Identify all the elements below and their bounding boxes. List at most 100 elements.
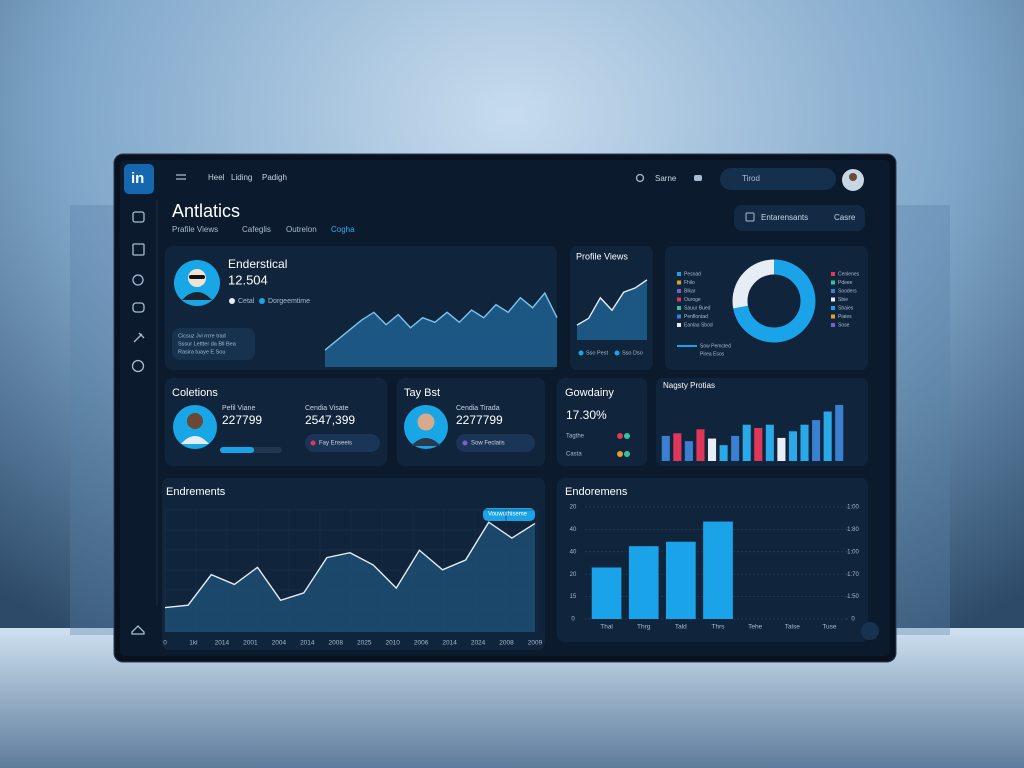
legend-swatch — [677, 297, 681, 302]
y-tick-label: 20 — [570, 572, 577, 578]
x-tick-label: Talse — [785, 624, 801, 631]
legend-swatch — [831, 297, 835, 302]
legend-dot — [578, 350, 584, 356]
avatar-body — [182, 292, 212, 300]
card — [557, 378, 647, 466]
icon[interactable] — [132, 211, 145, 223]
search-box[interactable] — [720, 168, 836, 190]
area-line — [324, 291, 558, 351]
message-icon[interactable] — [694, 175, 702, 181]
legend-swatch — [831, 323, 835, 327]
icon[interactable] — [131, 359, 145, 373]
note-line: Cicsuz Jvi rrrre trad — [178, 333, 226, 339]
bar — [742, 424, 751, 461]
legend-label: Cenlenes — [838, 271, 860, 277]
stat-label: Cendia Tirada — [456, 405, 500, 412]
x-tick-label: 1kl — [189, 640, 198, 647]
user-avatar-head — [849, 173, 857, 181]
status-dot — [617, 451, 623, 457]
bar — [707, 438, 717, 461]
action-button: Entarensants — [761, 213, 808, 222]
icon[interactable] — [133, 332, 145, 343]
bar — [673, 433, 682, 461]
y2-tick-label: 0 — [851, 617, 855, 623]
card-title: Enderstical — [228, 257, 287, 271]
bar — [731, 435, 740, 461]
x-tick-label: 2014 — [300, 640, 315, 647]
menu-icon[interactable] — [176, 174, 186, 180]
y-tick-label: 40 — [570, 527, 577, 533]
bar — [812, 420, 821, 461]
page-title: Antlatics — [172, 201, 240, 221]
search-label: Sarne — [655, 174, 677, 183]
stat-value: 2547,399 — [305, 413, 355, 427]
legend-swatch — [677, 272, 681, 276]
avatar-body — [181, 436, 209, 444]
legend-label: Pdeee — [838, 280, 853, 286]
avatar-face — [417, 413, 435, 431]
y-tick-label: 15 — [570, 594, 577, 600]
card-title: Endrements — [166, 486, 226, 498]
x-tick-label: 2006 — [414, 640, 429, 647]
action-button: Casre — [834, 213, 856, 222]
bar — [754, 428, 763, 461]
search-placeholder: Tirod — [742, 174, 760, 183]
tab: Cogha — [331, 225, 355, 234]
x-tick-label: 0 — [163, 640, 167, 647]
nav-link[interactable]: Liding — [231, 173, 252, 182]
x-tick-label: Thrs — [712, 624, 726, 631]
y2-tick-label: 1:00 — [847, 549, 859, 555]
legend-swatch — [677, 323, 681, 327]
nav-link[interactable]: Heel — [208, 173, 225, 182]
legend-label: Sose — [838, 322, 850, 328]
corner-button[interactable] — [861, 622, 879, 640]
stat-value: 227799 — [222, 413, 262, 427]
pill-button[interactable] — [305, 434, 380, 452]
bar — [684, 441, 693, 461]
bar — [835, 404, 844, 461]
legend-swatch — [831, 272, 835, 276]
bar — [661, 435, 670, 461]
bar — [777, 437, 786, 461]
legend-label: Pesnad — [684, 271, 701, 277]
nav-link[interactable]: Padigh — [262, 173, 287, 182]
x-tick-label: Thrg — [637, 624, 651, 631]
legend-swatch — [677, 289, 681, 293]
bar — [591, 567, 622, 619]
logo: in — [131, 170, 144, 187]
x-tick-label: 2014 — [442, 640, 457, 647]
bar — [666, 541, 696, 619]
bar — [788, 431, 798, 461]
x-tick-label: 2001 — [243, 640, 258, 647]
legend-swatch — [831, 289, 835, 293]
pill-button[interactable] — [456, 434, 535, 452]
icon[interactable] — [132, 302, 145, 313]
x-tick-label: 2004 — [272, 640, 287, 647]
bar — [628, 546, 659, 619]
x-tick-label: Tuse — [822, 624, 837, 631]
row-label: Tagthe — [566, 434, 585, 440]
icon[interactable] — [132, 243, 145, 256]
bar — [719, 445, 728, 461]
button-label: Fay Enseeis — [319, 441, 352, 447]
legend-swatch — [677, 280, 681, 285]
area-line — [164, 521, 536, 609]
stat-value: 12.504 — [228, 272, 268, 287]
legend-label: Cetal — [238, 298, 255, 305]
card-title: Endoremens — [565, 486, 628, 498]
avatar-glasses — [189, 275, 205, 279]
legend-label: Sbie — [838, 297, 848, 303]
progress-fill — [220, 447, 255, 453]
search-icon[interactable] — [635, 173, 645, 183]
bar — [765, 424, 774, 461]
icon[interactable] — [132, 274, 144, 286]
y-tick-label: 20 — [570, 505, 577, 511]
y2-tick-label: 1:80 — [847, 527, 859, 533]
card-title: Nagsty Protias — [663, 381, 715, 390]
y2-tick-label: 1:70 — [847, 572, 859, 578]
area-fill — [577, 279, 647, 340]
stat-value: 17.30% — [566, 408, 607, 422]
legend-label: Sbaies — [838, 305, 854, 311]
icon[interactable] — [131, 625, 145, 635]
